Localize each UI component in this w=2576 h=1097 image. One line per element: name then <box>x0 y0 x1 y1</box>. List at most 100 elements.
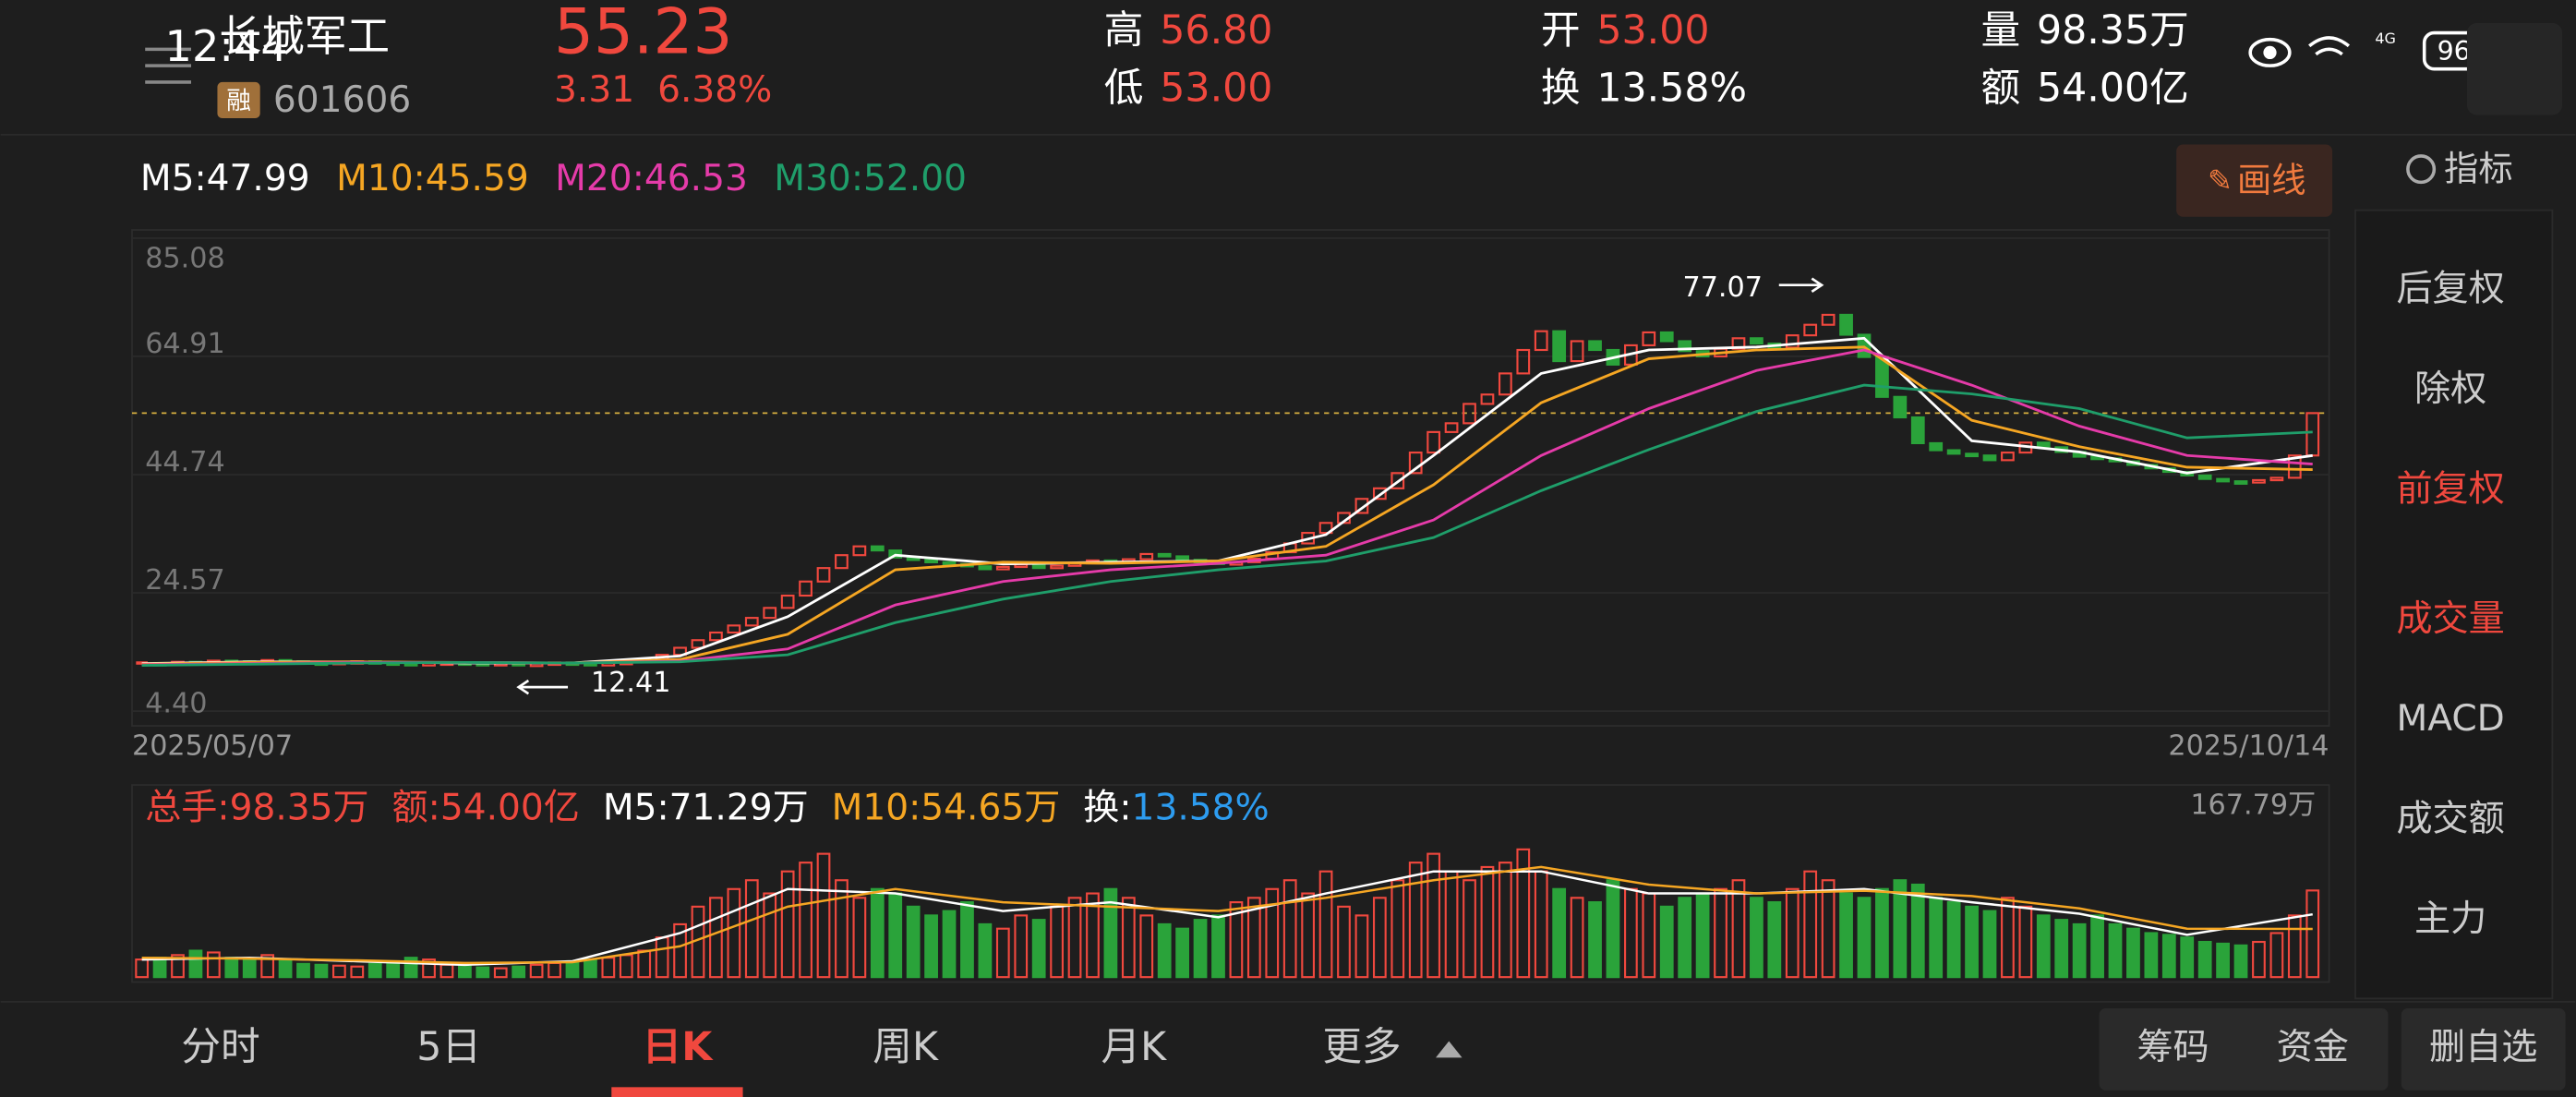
tab[interactable]: 日K <box>643 1024 715 1070</box>
volume-bar <box>367 962 382 979</box>
candle <box>942 561 957 566</box>
volume-bar <box>744 879 759 979</box>
side-menu-item[interactable]: 除权 <box>2414 368 2486 410</box>
ma-legend: M5:47.99 <box>140 158 310 199</box>
volume-bar <box>2287 914 2302 979</box>
volume-bar <box>1229 901 1244 979</box>
candle <box>2305 412 2320 457</box>
side-menu-item[interactable]: 成交额 <box>2396 799 2504 840</box>
indicator-icon <box>2406 154 2437 185</box>
side-menu-item[interactable]: 成交量 <box>2396 598 2504 640</box>
volume-bar <box>1946 901 1961 979</box>
volume-bar <box>2180 936 2195 979</box>
candle <box>691 639 705 649</box>
stat-label: 开 <box>1541 7 1581 54</box>
volume-bar <box>1929 897 1944 979</box>
candle <box>978 565 993 571</box>
volume-bar <box>2305 889 2320 979</box>
stock-name: 长城军工 <box>219 11 390 61</box>
button-group <box>2099 1007 2389 1091</box>
side-menu-item[interactable]: MACD <box>2397 698 2505 740</box>
volume-legend: 额:54.00亿 <box>392 787 580 828</box>
volume-bar <box>1731 879 1746 979</box>
stat-value: 98.35万 <box>2037 7 2189 54</box>
tab[interactable]: 5日 <box>416 1024 481 1070</box>
volume-bar <box>422 958 436 979</box>
menu-icon[interactable] <box>145 47 191 84</box>
tab[interactable]: 月K <box>1101 1024 1167 1070</box>
volume-bar <box>1552 887 1567 979</box>
candle <box>1372 487 1387 500</box>
stat-value: 56.80 <box>1160 7 1272 54</box>
network: 4G <box>2375 30 2396 47</box>
candle <box>1570 340 1584 363</box>
volume-bar <box>224 957 239 979</box>
candle <box>1175 555 1190 561</box>
tab-underline <box>611 1087 743 1097</box>
volume-bar <box>960 901 974 979</box>
volume-bar <box>2126 927 2140 979</box>
fullscreen-button[interactable] <box>2466 22 2563 115</box>
volume-bar <box>1821 879 1836 979</box>
indicator-label[interactable]: 指标 <box>2444 148 2513 188</box>
kline-frame <box>131 229 2330 727</box>
pencil-icon: ✎ <box>2208 163 2233 198</box>
draw-button[interactable] <box>2176 144 2333 217</box>
side-menu-item[interactable]: 后复权 <box>2396 268 2504 309</box>
volume-bar <box>584 958 597 979</box>
volume-bar <box>1839 892 1853 979</box>
button-bg <box>2401 1007 2566 1091</box>
volume-bar <box>1910 883 1925 979</box>
candle <box>2216 477 2230 483</box>
volume-bar <box>1121 897 1136 979</box>
volume-bar <box>2001 897 2015 979</box>
volume-bar <box>1516 848 1531 979</box>
draw-label: 画线 <box>2237 160 2306 200</box>
candle <box>1965 452 1979 458</box>
volume-bar <box>296 962 310 979</box>
tab[interactable]: 更多 <box>1322 1024 1401 1070</box>
bottom-button[interactable]: 筹码 <box>2137 1027 2209 1068</box>
volume-bar <box>2269 932 2284 979</box>
candle <box>816 567 831 583</box>
ma-legend: M10:45.59 <box>336 158 529 199</box>
high-label: 77.07 <box>1682 271 1763 304</box>
volume-bar <box>1588 901 1602 979</box>
volume-bar <box>1570 897 1584 979</box>
candle <box>1929 441 1944 452</box>
volume-bar <box>1714 887 1727 979</box>
volume-bar <box>2161 934 2176 979</box>
candle <box>1642 331 1656 346</box>
side-menu-item[interactable]: 前复权 <box>2396 468 2504 510</box>
candle <box>1390 472 1405 489</box>
candle <box>1426 430 1441 454</box>
candle <box>1839 313 1853 336</box>
bottom-button[interactable]: 资金 <box>2277 1027 2349 1068</box>
candle <box>1050 564 1064 570</box>
y-tick-label: 44.74 <box>145 446 225 478</box>
volume-bar <box>529 963 544 979</box>
volume-bar <box>1695 892 1710 979</box>
candle <box>835 554 849 570</box>
volume-bar <box>2036 914 2051 979</box>
volume-bar <box>727 887 741 979</box>
candle <box>1893 395 1908 419</box>
volume-bar <box>242 958 257 979</box>
candle <box>1534 330 1548 352</box>
low-label: 12.41 <box>591 667 671 699</box>
stock-code: 601606 <box>273 79 411 121</box>
tab[interactable]: 分时 <box>181 1024 259 1070</box>
volume-bar <box>1086 892 1100 979</box>
tab[interactable]: 周K <box>873 1024 939 1070</box>
side-menu-item[interactable]: 主力 <box>2414 898 2486 940</box>
volume-bar <box>942 910 957 979</box>
volume-bar <box>1103 887 1118 979</box>
volume-bar <box>1282 879 1297 979</box>
volume-bar <box>458 965 472 979</box>
bottom-button[interactable]: 删自选 <box>2429 1027 2537 1068</box>
candle <box>1982 454 1997 462</box>
volume-bar <box>206 951 221 979</box>
volume-frame <box>131 784 2330 983</box>
